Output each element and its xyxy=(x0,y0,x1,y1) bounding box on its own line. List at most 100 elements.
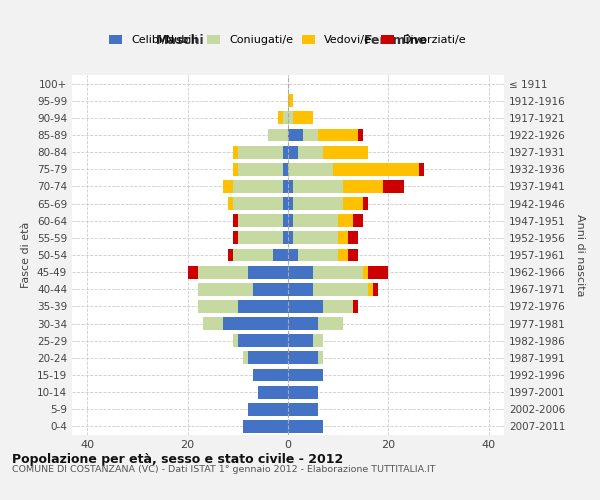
Bar xyxy=(348,248,358,262)
Bar xyxy=(288,300,323,313)
Bar xyxy=(258,386,288,398)
Bar xyxy=(343,197,364,210)
Bar xyxy=(338,214,353,227)
Bar xyxy=(238,334,288,347)
Bar xyxy=(283,163,288,175)
Bar xyxy=(288,197,293,210)
Bar xyxy=(288,94,293,107)
Legend: Celibi/Nubili, Coniugati/e, Vedovi/e, Divorziati/e: Celibi/Nubili, Coniugati/e, Vedovi/e, Di… xyxy=(105,30,471,50)
Text: Popolazione per età, sesso e stato civile - 2012: Popolazione per età, sesso e stato civil… xyxy=(12,452,343,466)
Bar xyxy=(348,232,358,244)
Bar xyxy=(288,214,293,227)
Bar xyxy=(238,300,288,313)
Bar xyxy=(228,197,233,210)
Bar xyxy=(313,334,323,347)
Bar xyxy=(288,386,318,398)
Bar xyxy=(298,146,323,158)
Bar xyxy=(243,420,288,433)
Bar xyxy=(383,180,404,193)
Bar xyxy=(283,214,288,227)
Bar xyxy=(283,232,288,244)
Bar xyxy=(368,283,373,296)
Bar xyxy=(228,248,233,262)
Bar xyxy=(353,214,364,227)
Bar xyxy=(318,317,343,330)
Bar xyxy=(283,180,288,193)
Bar xyxy=(338,248,348,262)
Bar xyxy=(278,112,283,124)
Bar xyxy=(318,128,358,141)
Bar xyxy=(248,403,288,415)
Bar xyxy=(288,283,313,296)
Bar xyxy=(268,128,288,141)
Bar xyxy=(223,317,288,330)
Bar xyxy=(303,128,318,141)
Bar xyxy=(288,266,313,278)
Bar xyxy=(364,197,368,210)
Bar xyxy=(233,163,238,175)
Bar xyxy=(293,180,343,193)
Bar xyxy=(288,128,303,141)
Bar xyxy=(293,214,338,227)
Bar xyxy=(288,352,318,364)
Bar xyxy=(343,180,383,193)
Bar xyxy=(288,248,298,262)
Bar xyxy=(323,300,353,313)
Bar xyxy=(288,334,313,347)
Bar xyxy=(293,232,338,244)
Text: Femmine: Femmine xyxy=(364,34,428,48)
Bar xyxy=(288,420,323,433)
Bar xyxy=(233,180,283,193)
Bar xyxy=(248,266,288,278)
Bar xyxy=(197,266,248,278)
Bar xyxy=(313,283,368,296)
Text: Maschi: Maschi xyxy=(155,34,205,48)
Bar xyxy=(243,352,248,364)
Bar xyxy=(238,146,283,158)
Bar xyxy=(288,232,293,244)
Bar xyxy=(313,266,364,278)
Bar xyxy=(238,232,283,244)
Bar xyxy=(233,197,283,210)
Bar xyxy=(358,128,364,141)
Bar xyxy=(233,214,238,227)
Bar xyxy=(203,317,223,330)
Bar xyxy=(419,163,424,175)
Bar xyxy=(373,283,379,296)
Text: COMUNE DI COSTANZANA (VC) - Dati ISTAT 1° gennaio 2012 - Elaborazione TUTTITALIA: COMUNE DI COSTANZANA (VC) - Dati ISTAT 1… xyxy=(12,466,436,474)
Bar xyxy=(253,368,288,382)
Bar xyxy=(288,180,293,193)
Bar xyxy=(233,334,238,347)
Bar xyxy=(288,403,318,415)
Bar xyxy=(298,248,338,262)
Bar xyxy=(323,146,368,158)
Bar xyxy=(197,300,238,313)
Bar xyxy=(353,300,358,313)
Bar xyxy=(197,283,253,296)
Bar xyxy=(293,112,313,124)
Bar xyxy=(288,163,333,175)
Bar xyxy=(368,266,388,278)
Bar xyxy=(238,163,283,175)
Bar xyxy=(288,317,318,330)
Bar xyxy=(283,146,288,158)
Bar xyxy=(283,197,288,210)
Bar xyxy=(333,163,419,175)
Bar xyxy=(364,266,368,278)
Bar xyxy=(288,112,293,124)
Bar xyxy=(233,232,238,244)
Bar xyxy=(223,180,233,193)
Y-axis label: Fasce di età: Fasce di età xyxy=(22,222,31,288)
Bar xyxy=(188,266,197,278)
Bar xyxy=(318,352,323,364)
Bar xyxy=(293,197,343,210)
Bar xyxy=(288,368,323,382)
Bar xyxy=(288,146,298,158)
Bar xyxy=(283,112,288,124)
Bar xyxy=(253,283,288,296)
Bar xyxy=(233,146,238,158)
Y-axis label: Anni di nascita: Anni di nascita xyxy=(575,214,585,296)
Bar xyxy=(273,248,288,262)
Bar xyxy=(238,214,283,227)
Bar xyxy=(338,232,348,244)
